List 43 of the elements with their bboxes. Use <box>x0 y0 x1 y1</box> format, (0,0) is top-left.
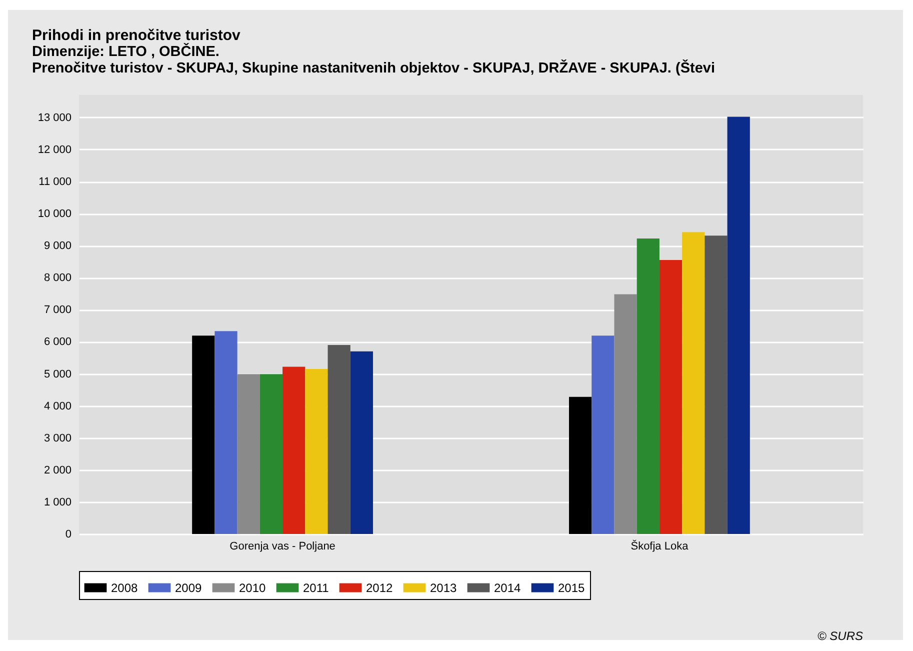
x-tick-label: Škofja Loka <box>630 540 690 552</box>
bar <box>328 344 350 534</box>
legend-label: 2013 <box>430 580 458 595</box>
y-tick-label: 3 000 <box>44 432 72 444</box>
y-tick-label: 2 000 <box>44 464 72 476</box>
y-tick-label: 5 000 <box>44 368 72 380</box>
bar <box>727 116 750 534</box>
legend-label: 2014 <box>494 580 522 595</box>
legend-label: 2009 <box>175 580 202 595</box>
y-tick-label: 12 000 <box>38 144 72 156</box>
bar <box>569 396 592 534</box>
bar <box>614 294 637 534</box>
bar <box>237 374 260 534</box>
legend-label: 2008 <box>111 580 138 595</box>
bar <box>260 374 283 534</box>
bar <box>214 331 238 534</box>
bar <box>350 351 373 534</box>
x-tick-label: Gorenja vas - Poljane <box>230 540 336 552</box>
chart-subtitle: Dimenzije: LETO , OBČINE. Prenočitve turistov - SKUPAJ, Skupine nastanitvenih objektov - SKUPAJ, DRŽAVE - SKUPAJ. (Števi <box>32 43 715 76</box>
y-tick-label: 1 000 <box>44 496 72 508</box>
y-tick-label: 0 <box>65 528 72 540</box>
bar <box>305 368 328 534</box>
bar <box>592 336 614 534</box>
y-tick-label: 6 000 <box>44 336 72 348</box>
chart-title: Prihodi in prenočitve turistov <box>32 27 242 44</box>
y-tick-label: 11 000 <box>38 176 72 188</box>
y-tick-label: 4 000 <box>44 400 72 412</box>
y-tick-label: 10 000 <box>38 208 72 220</box>
y-tick-label: 13 000 <box>38 112 72 124</box>
legend-label: 2010 <box>239 580 266 595</box>
bar <box>192 336 215 534</box>
bar <box>659 260 682 534</box>
bar <box>704 236 728 534</box>
bar <box>682 232 705 534</box>
legend-label: 2015 <box>558 580 586 595</box>
y-tick-label: 7 000 <box>44 304 72 316</box>
legend-label: 2012 <box>366 580 394 595</box>
bar <box>282 366 306 534</box>
bar <box>636 238 660 534</box>
legend-label: 2011 <box>303 580 330 595</box>
y-tick-label: 9 000 <box>44 240 72 252</box>
y-tick-label: 8 000 <box>44 272 72 284</box>
text: © SURS <box>817 629 863 643</box>
